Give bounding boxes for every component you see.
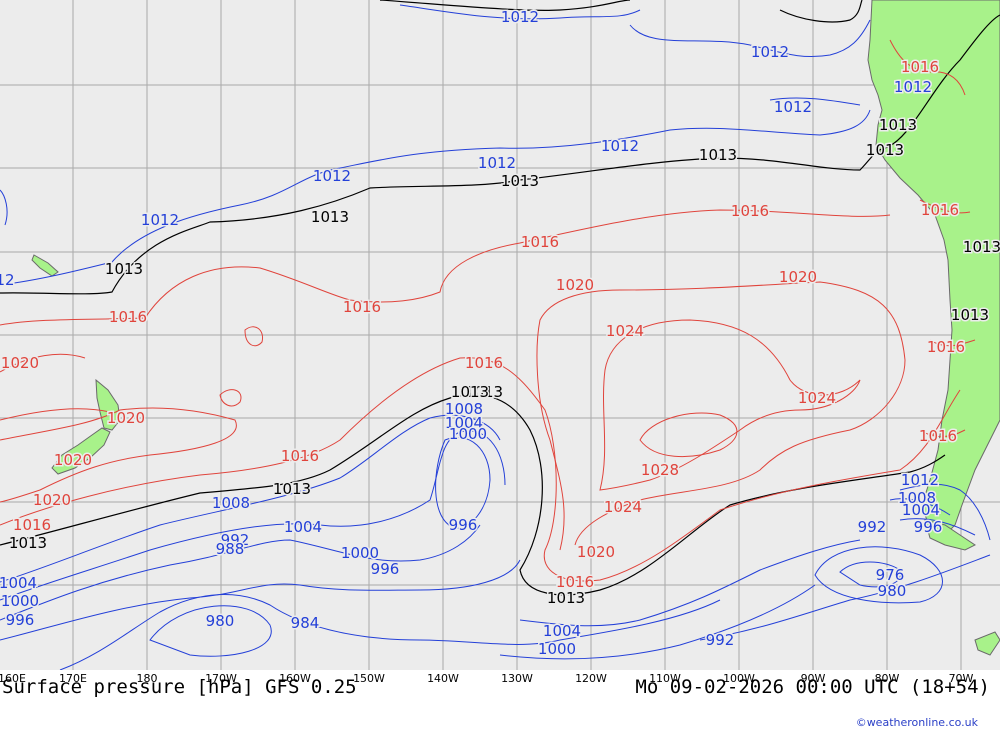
longitude-label: 180 [136, 672, 158, 685]
surface-pressure-map: 1012101210121012101210121012101212100810… [0, 0, 1000, 670]
isobar-label-black: 1013 [879, 116, 917, 134]
map-title: Surface pressure [hPa] GFS 0.25 [2, 676, 357, 698]
isobar-label-red: 1016 [109, 308, 147, 326]
isobar-label-black: 1013 [451, 383, 489, 401]
isobar-label-blue: 996 [449, 516, 478, 534]
isobar-label-blue: 996 [6, 611, 35, 629]
isobar-label-black: 1013 [105, 260, 143, 278]
isobar-label-blue: 1012 [141, 211, 179, 229]
isobar-label-red: 1020 [556, 276, 594, 294]
isobar-label-blue: 1012 [894, 78, 932, 96]
isobar-label-blue: 1012 [751, 43, 789, 61]
isobar-label-blue: 976 [876, 566, 905, 584]
longitude-label: 100W [723, 672, 755, 685]
isobar-label-black: 1013 [501, 172, 539, 190]
isobar-label-red: 1016 [927, 338, 965, 356]
isobar-label-blue: 984 [291, 614, 320, 632]
longitude-label: 90W [800, 672, 826, 685]
longitude-label: 120W [575, 672, 607, 685]
isobar-label-black: 1013 [273, 480, 311, 498]
isobar-label-red: 1016 [281, 447, 319, 465]
longitude-label: 70W [948, 672, 974, 685]
isobar-label-blue: 1008 [898, 489, 936, 507]
footer-bar [0, 670, 1000, 733]
isobar-label-red: 1016 [521, 233, 559, 251]
isobar-label-blue: 1008 [445, 400, 483, 418]
longitude-label: 150W [353, 672, 385, 685]
isobar-label-blue: 1004 [0, 574, 37, 592]
isobar-label-blue: 1000 [341, 544, 379, 562]
south-america-land [867, 0, 1000, 541]
isobar-label-blue: 1000 [538, 640, 576, 658]
isobar-label-red: 1020 [1, 354, 39, 372]
isobar-label-blue: 1004 [445, 414, 483, 432]
isobar-label-red: 1020 [107, 409, 145, 427]
longitude-label: 140W [427, 672, 459, 685]
isobar-label-red: 1024 [604, 498, 642, 516]
isobar-label-blue: 980 [878, 582, 907, 600]
falkland-islands [974, 631, 1000, 656]
isobar-label-blue: 988 [216, 540, 245, 558]
isobar-label-blue: 1012 [601, 137, 639, 155]
isobar-label-red: 1024 [798, 389, 836, 407]
isobar-label-blue: 992 [221, 531, 250, 549]
isobar-label-black: 1013 [963, 238, 1000, 256]
longitude-label: 170W [205, 672, 237, 685]
isobar-label-blue: 1004 [543, 622, 581, 640]
isobars-high [0, 39, 976, 582]
isobar-label-red: 1020 [54, 451, 92, 469]
new-zealand-south-island [51, 427, 111, 475]
isobar-label-blue: 996 [914, 518, 943, 536]
isobar-label-blue: 1004 [284, 518, 322, 536]
longitude-label: 170E [59, 672, 87, 685]
isobar-label-black: 1013 [465, 383, 503, 401]
isobar-label-red: 1020 [577, 543, 615, 561]
isobar-label-black: 1013 [311, 208, 349, 226]
isobar-label-red: 1016 [921, 201, 959, 219]
isobar-label-red: 1024 [606, 322, 644, 340]
isobar-label-blue: 1000 [1, 592, 39, 610]
credit-link[interactable]: ©weatheronline.co.uk [855, 716, 978, 729]
isobar-label-red: 1016 [13, 516, 51, 534]
isobar-label-blue: 1000 [449, 425, 487, 443]
isobar-label-blue: 1012 [501, 8, 539, 26]
isobar-label-red: 1016 [919, 427, 957, 445]
isobar-label-blue: 1008 [212, 494, 250, 512]
isobar-label-blue: 980 [206, 612, 235, 630]
longitude-label: 110W [649, 672, 681, 685]
isobar-label-black: 1013 [699, 146, 737, 164]
isobar-label-blue: 992 [706, 631, 735, 649]
isobar-label-black: 1013 [866, 141, 904, 159]
isobar-label-blue: 992 [858, 518, 887, 536]
graticule [0, 0, 1000, 670]
isobar-label-black: 1013 [547, 589, 585, 607]
isobar-label-red: 1016 [556, 573, 594, 591]
isobar-label-red: 1028 [641, 461, 679, 479]
isobar-label-blue: 1012 [774, 98, 812, 116]
isobar-label-red: 1016 [731, 202, 769, 220]
isobars-low [0, 4, 991, 670]
isobar-label-red: 1016 [343, 298, 381, 316]
isobar-labels: 1012101210121012101210121012101212100810… [0, 7, 1000, 660]
tierra-del-fuego [924, 519, 976, 551]
isobar-label-blue: 1012 [313, 167, 351, 185]
longitude-label: 160E [0, 672, 26, 685]
isobar-label-black: 1013 [951, 306, 989, 324]
isobar-label-black: 1013 [9, 534, 47, 552]
longitude-label: 80W [874, 672, 900, 685]
isobar-label-red: 1020 [33, 491, 71, 509]
isobar-label-blue: 996 [371, 560, 400, 578]
isobar-label-red: 1016 [465, 354, 503, 372]
longitude-label: 130W [501, 672, 533, 685]
isobar-label-red: 1016 [901, 58, 939, 76]
isobar-label-blue: 1012 [901, 471, 939, 489]
isobar-label-blue: 12 [0, 271, 15, 289]
isobar-label-blue: 1012 [478, 154, 516, 172]
isobar-label-blue: 1004 [902, 501, 940, 519]
valid-time: Mo 09-02-2026 00:00 UTC (18+54) [635, 676, 990, 698]
isobar-label-red: 1020 [779, 268, 817, 286]
longitude-label: 160W [279, 672, 311, 685]
